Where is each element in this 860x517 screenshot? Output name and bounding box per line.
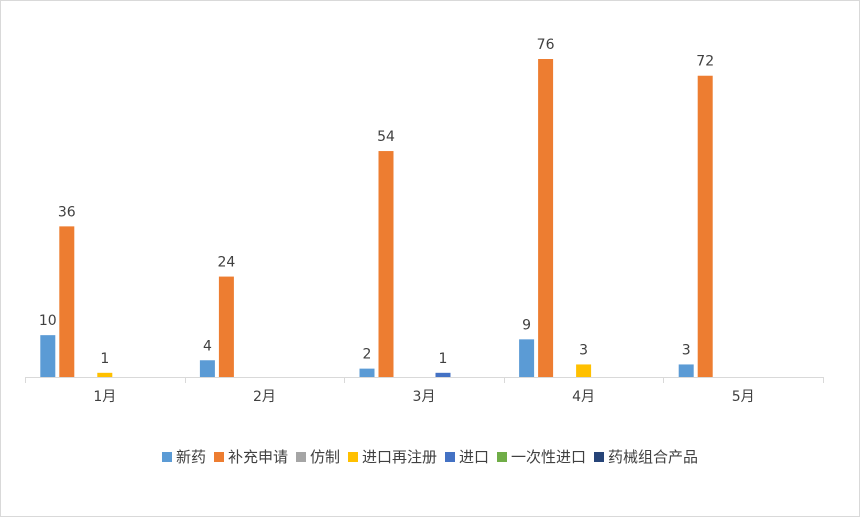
- legend-swatch: [497, 452, 507, 462]
- legend: 新药 补充申请 仿制 进口再注册 进口 一次性进口 药械组合产品: [162, 448, 698, 466]
- data-labels-group: 10 36 1 4 24 2 54 1 9 76 3 3 72: [39, 37, 714, 367]
- data-label: 4: [203, 338, 212, 354]
- category-label: 2月: [253, 389, 276, 405]
- legend-swatch: [214, 452, 224, 462]
- legend-item: 进口: [445, 448, 489, 466]
- data-label: 1: [100, 351, 109, 367]
- legend-label: 进口: [459, 448, 489, 466]
- legend-swatch: [594, 452, 604, 462]
- legend-label: 药械组合产品: [608, 448, 698, 466]
- legend-item: 新药: [162, 448, 206, 466]
- bar: [199, 360, 215, 377]
- data-label: 72: [696, 54, 714, 70]
- bar: [359, 368, 375, 377]
- data-label: 2: [363, 347, 372, 363]
- legend-label: 一次性进口: [511, 448, 586, 466]
- legend-label: 补充申请: [228, 448, 288, 466]
- category-label: 1月: [93, 389, 116, 405]
- category-labels-group: 1月 2月 3月 4月 5月: [93, 389, 754, 405]
- legend-item: 补充申请: [214, 448, 288, 466]
- category-label: 5月: [732, 389, 755, 405]
- bar: [435, 372, 451, 377]
- legend-item: 仿制: [296, 448, 340, 466]
- bar: [697, 75, 713, 377]
- category-label: 4月: [572, 389, 595, 405]
- bar: [97, 372, 113, 377]
- bars-group: [40, 59, 713, 377]
- x-axis-ticks: [25, 377, 824, 383]
- bar: [218, 276, 234, 377]
- bar: [538, 59, 554, 377]
- bar: [378, 151, 394, 377]
- category-label: 3月: [413, 389, 436, 405]
- bar: [40, 335, 56, 377]
- data-label: 54: [377, 129, 395, 145]
- data-label: 36: [58, 204, 76, 220]
- bar: [519, 339, 535, 377]
- legend-label: 进口再注册: [362, 448, 437, 466]
- legend-swatch: [445, 452, 455, 462]
- legend-swatch: [348, 452, 358, 462]
- legend-item: 药械组合产品: [594, 448, 698, 466]
- data-label: 24: [217, 255, 235, 271]
- bar: [59, 226, 75, 377]
- legend-label: 新药: [176, 448, 206, 466]
- data-label: 10: [39, 313, 57, 329]
- data-label: 3: [682, 342, 691, 358]
- legend-swatch: [162, 452, 172, 462]
- legend-item: 一次性进口: [497, 448, 586, 466]
- data-label: 76: [537, 37, 555, 53]
- legend-swatch: [296, 452, 306, 462]
- data-label: 9: [522, 317, 531, 333]
- data-label: 1: [439, 351, 448, 367]
- data-label: 3: [579, 342, 588, 358]
- bar: [576, 364, 592, 377]
- legend-item: 进口再注册: [348, 448, 437, 466]
- bar: [678, 364, 694, 377]
- legend-label: 仿制: [310, 448, 340, 466]
